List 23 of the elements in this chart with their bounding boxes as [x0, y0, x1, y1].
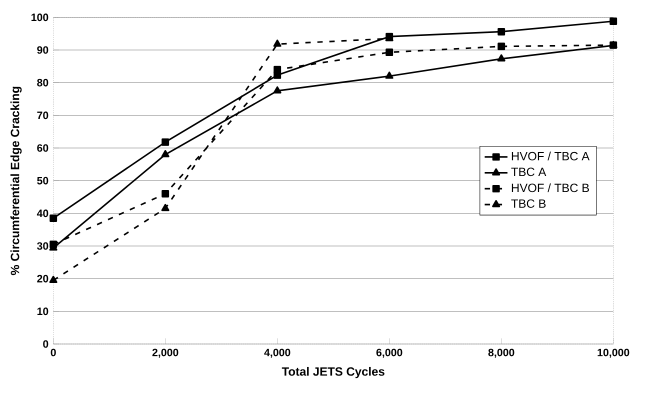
y-tick-label: 60 [37, 144, 48, 152]
x-tick-label: 2,000 [152, 348, 178, 358]
y-tick-label: 90 [37, 46, 48, 54]
x-tick-label: 10,000 [598, 348, 630, 358]
x-tick-label: 8,000 [488, 348, 514, 358]
y-tick-label: 70 [37, 112, 48, 120]
y-tick-label: 40 [36, 210, 48, 218]
y-tick-label: 0 [43, 340, 48, 348]
legend-label: TBC A [511, 168, 546, 176]
legend-label: HVOF / TBC B [512, 183, 589, 192]
y-tick-label: 50 [37, 176, 48, 184]
legend-label: HVOF / TBC A [512, 152, 590, 160]
x-tick-label: 6,000 [376, 348, 402, 358]
y-tick-label: 10 [37, 308, 48, 316]
y-tick-label: 100 [32, 14, 48, 22]
x-tick-label: 0 [50, 348, 56, 356]
y-axis-title: % Circumferential Edge Cracking [10, 86, 22, 276]
x-axis-title: Total JETS Cycles [282, 366, 384, 378]
y-tick-label: 80 [37, 78, 48, 86]
legend-label: TBC B [511, 199, 546, 208]
y-tick-label: 30 [37, 242, 48, 250]
x-tick-label: 4,000 [264, 348, 290, 358]
y-tick-label: 20 [37, 274, 48, 282]
